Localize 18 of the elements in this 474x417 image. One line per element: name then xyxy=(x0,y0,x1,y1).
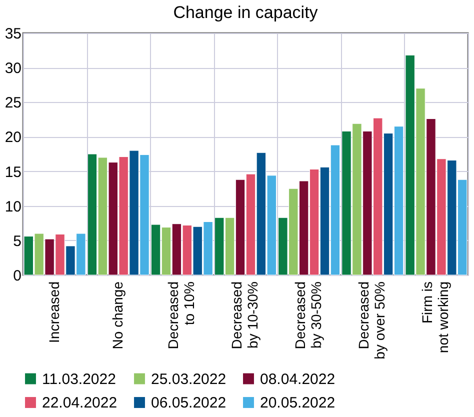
y-tick-label: 20 xyxy=(4,129,22,146)
x-tick-label: Decreased to 10% xyxy=(164,282,197,350)
y-tick-label: 10 xyxy=(4,198,22,216)
legend-label: 22.04.2022 xyxy=(42,394,118,412)
legend-label: 11.03.2022 xyxy=(42,370,116,388)
y-tick-label: 5 xyxy=(13,232,22,250)
chart-title: Change in capacity xyxy=(173,3,318,22)
y-tick-label: 30 xyxy=(4,60,22,78)
y-tick-label: 25 xyxy=(4,94,22,112)
legend-label: 06.05.2022 xyxy=(151,394,226,412)
x-tick-label: Increased xyxy=(46,282,62,343)
y-tick-label: 15 xyxy=(4,164,22,181)
y-tick-label: 35 xyxy=(4,26,22,42)
legend-label: 25.03.2022 xyxy=(151,370,226,388)
x-tick-label: No change xyxy=(109,281,126,350)
y-tick-label: 0 xyxy=(13,268,22,284)
legend-label: 08.04.2022 xyxy=(260,370,336,388)
legend-label: 20.05.2022 xyxy=(260,394,336,412)
